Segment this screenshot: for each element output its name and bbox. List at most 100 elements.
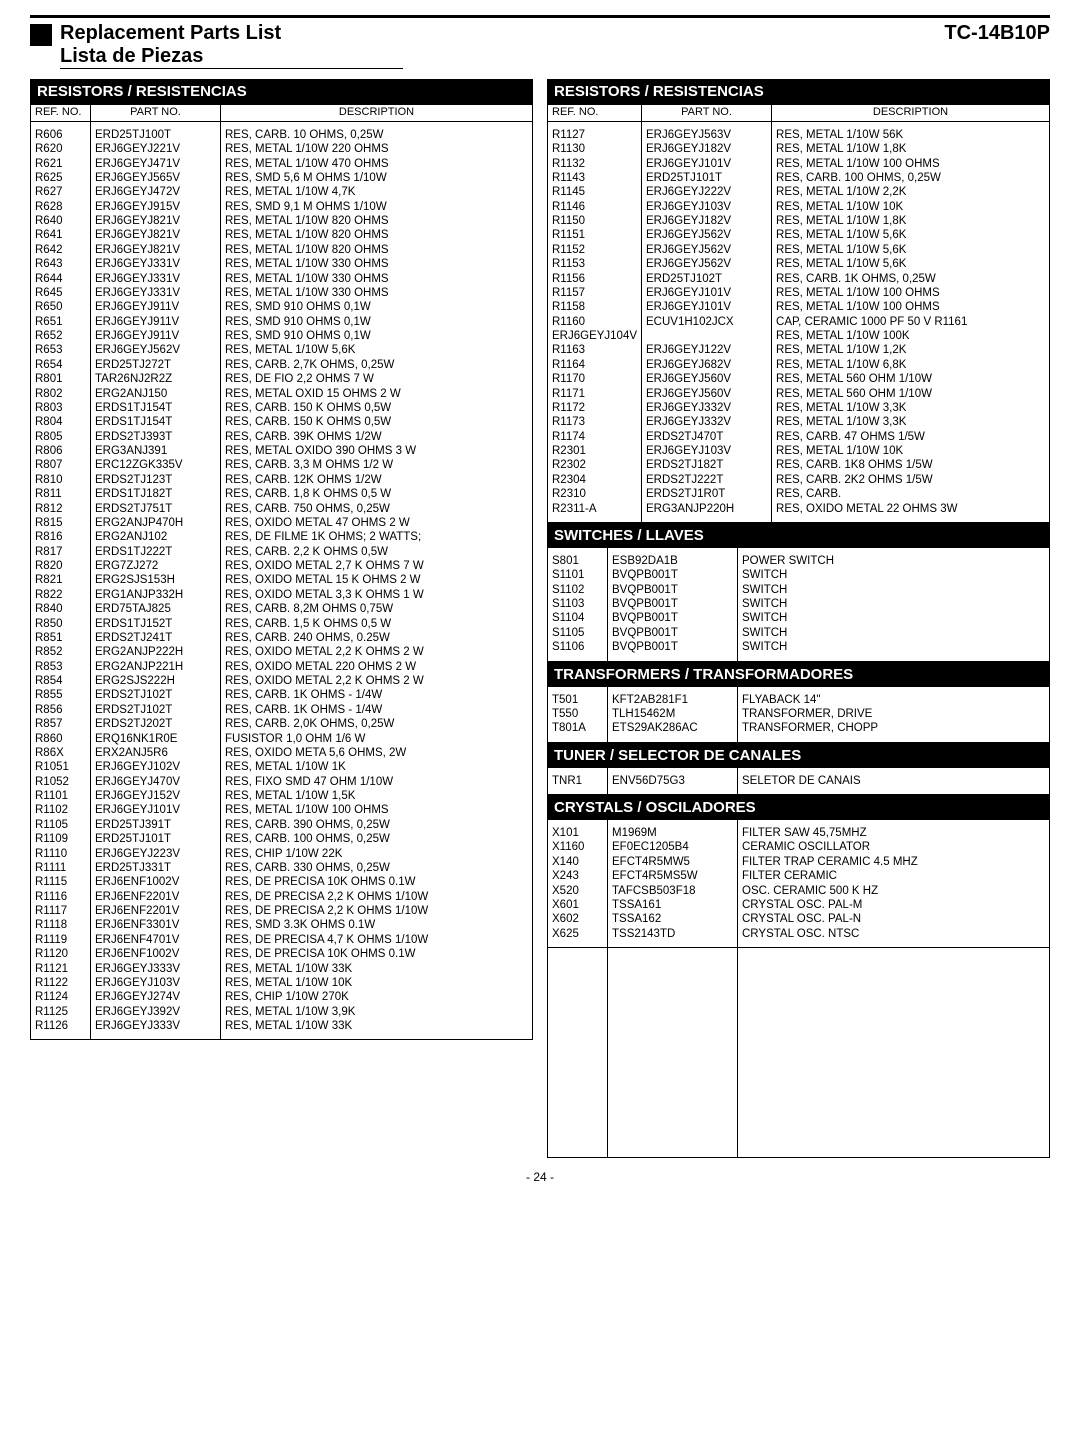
- table-cell: RES, CARB. 47 OHMS 1/5W: [772, 430, 1050, 444]
- table-cell: RES, CARB. 330 OHMS, 0,25W: [221, 861, 533, 875]
- table-cell: TNR1: [548, 768, 608, 795]
- table-cell: ERJ6GEYJ102V: [91, 760, 221, 774]
- table-cell: RES, OXIDO METAL 2,2 K OHMS 2 W: [221, 645, 533, 659]
- table-cell: X601: [548, 898, 608, 912]
- table-cell: S1103: [548, 597, 608, 611]
- table-row: S1101BVQPB001TSWITCH: [548, 568, 1050, 582]
- table-cell: RES, METAL 1/10W 33K: [221, 1019, 533, 1040]
- table-body: R1127ERJ6GEYJ563VRES, METAL 1/10W 56KR11…: [548, 121, 1050, 522]
- table-cell: R856: [31, 703, 91, 717]
- table-row: R810ERDS2TJ123TRES, CARB. 12K OHMS 1/2W: [31, 473, 533, 487]
- table-cell: X1160: [548, 840, 608, 854]
- table-cell: ERDS2TJ182T: [642, 458, 772, 472]
- table-cell: R1121: [31, 962, 91, 976]
- table-cell: ERG1ANJP332H: [91, 588, 221, 602]
- section-resistors-left: RESISTORS / RESISTENCIAS REF. NO. PART N…: [30, 79, 533, 1040]
- table-cell: S1102: [548, 583, 608, 597]
- table-cell: R1160: [548, 315, 642, 329]
- table-cell: SELETOR DE CANAIS: [738, 768, 1050, 795]
- table-row: R854ERG2SJS222HRES, OXIDO METAL 2,2 K OH…: [31, 674, 533, 688]
- table-cell: RES, METAL 1/10W 100 OHMS: [772, 286, 1050, 300]
- table-cell: RES, METAL 1/10W 3,3K: [772, 415, 1050, 429]
- table-cell: RES, SMD 910 OHMS 0,1W: [221, 329, 533, 343]
- table-cell: R1102: [31, 803, 91, 817]
- table-cell: ERG3ANJ391: [91, 444, 221, 458]
- table-cell: R2311-A: [548, 502, 642, 523]
- section-title: CRYSTALS / OSCILADORES: [547, 795, 1050, 820]
- table-row: R1174ERDS2TJ470TRES, CARB. 47 OHMS 1/5W: [548, 430, 1050, 444]
- section-title: SWITCHES / LLAVES: [547, 523, 1050, 548]
- table-cell: RES, OXIDO METAL 220 OHMS 2 W: [221, 660, 533, 674]
- table-row: R1150ERJ6GEYJ182VRES, METAL 1/10W 1,8K: [548, 214, 1050, 228]
- table-cell: R1109: [31, 832, 91, 846]
- table-cell: ERJ6GEYJ221V: [91, 142, 221, 156]
- table-cell: ERJ6GEYJ563V: [642, 121, 772, 142]
- table-cell: CERAMIC OSCILLATOR: [738, 840, 1050, 854]
- table-cell: ERQ16NK1R0E: [91, 732, 221, 746]
- table-row: R1122ERJ6GEYJ103VRES, METAL 1/10W 10K: [31, 976, 533, 990]
- table-cell: R1101: [31, 789, 91, 803]
- table-cell: ERJ6GEYJ101V: [642, 157, 772, 171]
- table-row: R803ERDS1TJ154TRES, CARB. 150 K OHMS 0,5…: [31, 401, 533, 415]
- table-row: R1125ERJ6GEYJ392VRES, METAL 1/10W 3,9K: [31, 1005, 533, 1019]
- table-cell: R1173: [548, 415, 642, 429]
- table-cell: RES, METAL 1/10W 100 OHMS: [772, 157, 1050, 171]
- table-row: R855ERDS2TJ102TRES, CARB. 1K OHMS - 1/4W: [31, 688, 533, 702]
- table-row: R850ERDS1TJ152TRES, CARB. 1,5 K OHMS 0,5…: [31, 617, 533, 631]
- table-cell: R653: [31, 343, 91, 357]
- table-row: X1160EF0EC1205B4CERAMIC OSCILLATOR: [548, 840, 1050, 854]
- table-cell: R1110: [31, 847, 91, 861]
- table-cell: R802: [31, 387, 91, 401]
- table-cell: R1115: [31, 875, 91, 889]
- table-cell: RES, CARB. 100 OHMS, 0,25W: [772, 171, 1050, 185]
- table-row: X625TSS2143TDCRYSTAL OSC. NTSC: [548, 927, 1050, 948]
- table-cell: RES, DE PRECISA 10K OHMS 0.1W: [221, 875, 533, 889]
- table-cell: ERJ6ENF4701V: [91, 933, 221, 947]
- table-cell: R642: [31, 243, 91, 257]
- table-cell: R1172: [548, 401, 642, 415]
- table-cell: ERG2ANJ102: [91, 530, 221, 544]
- table-row: R821ERG2SJS153HRES, OXIDO METAL 15 K OHM…: [31, 573, 533, 587]
- table-cell: TSS2143TD: [608, 927, 738, 948]
- table-cell: R1130: [548, 142, 642, 156]
- table-cell: R815: [31, 516, 91, 530]
- table-cell: R1143: [548, 171, 642, 185]
- table-row: R2302ERDS2TJ182TRES, CARB. 1K8 OHMS 1/5W: [548, 458, 1050, 472]
- table-cell: BVQPB001T: [608, 626, 738, 640]
- resistors-table-right: REF. NO. PART NO. DESCRIPTION R1127ERJ6G…: [547, 104, 1050, 523]
- table-row: S1104BVQPB001TSWITCH: [548, 611, 1050, 625]
- table-cell: R1052: [31, 775, 91, 789]
- table-cell: ERD25TJ101T: [91, 832, 221, 846]
- table-cell: RES, OXIDO METAL 2,2 K OHMS 2 W: [221, 674, 533, 688]
- table-row: R1052ERJ6GEYJ470VRES, FIXO SMD 47 OHM 1/…: [31, 775, 533, 789]
- table-cell: R807: [31, 458, 91, 472]
- table-cell: RES, OXIDO METAL 2,7 K OHMS 7 W: [221, 559, 533, 573]
- table-cell: R853: [31, 660, 91, 674]
- table-cell: R1111: [31, 861, 91, 875]
- table-row: R853ERG2ANJP221HRES, OXIDO METAL 220 OHM…: [31, 660, 533, 674]
- table-cell: RES, METAL 1/10W 820 OHMS: [221, 228, 533, 242]
- table-cell: RES, METAL 1/10W 470 OHMS: [221, 157, 533, 171]
- table-cell: TSSA162: [608, 912, 738, 926]
- table-row: S801ESB92DA1BPOWER SWITCH: [548, 548, 1050, 568]
- table-cell: R1157: [548, 286, 642, 300]
- table-cell: RES, METAL 1/10W 100 OHMS: [772, 300, 1050, 314]
- table-cell: S1104: [548, 611, 608, 625]
- table-cell: R803: [31, 401, 91, 415]
- table-cell: ERJ6GEYJ562V: [642, 228, 772, 242]
- table-cell: RES, CARB. 1,8 K OHMS 0,5 W: [221, 487, 533, 501]
- table-row: R852ERG2ANJP222HRES, OXIDO METAL 2,2 K O…: [31, 645, 533, 659]
- table-cell: RES, SMD 910 OHMS 0,1W: [221, 315, 533, 329]
- table-cell: RES, CARB. 1,5 K OHMS 0,5 W: [221, 617, 533, 631]
- section-title: RESISTORS / RESISTENCIAS: [30, 79, 533, 104]
- table-row: R1173ERJ6GEYJ332VRES, METAL 1/10W 3,3K: [548, 415, 1050, 429]
- table-cell: R822: [31, 588, 91, 602]
- table-cell: ERJ6GEYJ103V: [642, 200, 772, 214]
- table-cell: RES, CARB. 2,0K OHMS, 0,25W: [221, 717, 533, 731]
- table-cell: RES, DE PRECISA 2,2 K OHMS 1/10W: [221, 890, 533, 904]
- table-cell: ERJ6ENF3301V: [91, 918, 221, 932]
- table-cell: ERG2SJS222H: [91, 674, 221, 688]
- table-cell: RES, METAL 1/10W 820 OHMS: [221, 243, 533, 257]
- table-cell: ERJ6GEYJ101V: [642, 300, 772, 314]
- table-row: R806ERG3ANJ391RES, METAL OXIDO 390 OHMS …: [31, 444, 533, 458]
